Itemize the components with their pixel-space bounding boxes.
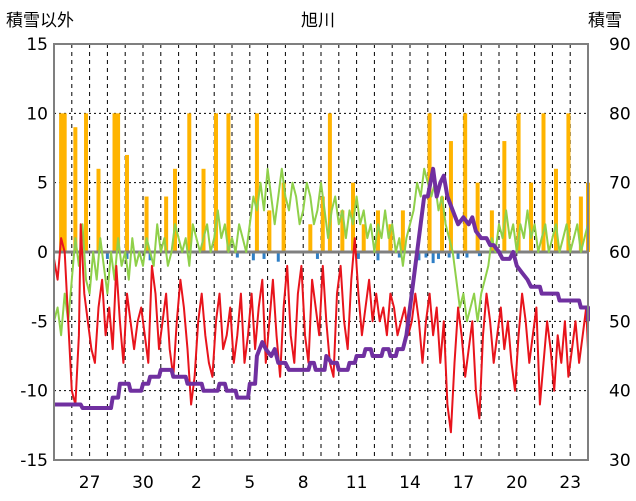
snow_diff-bar xyxy=(276,252,280,262)
y-left-tick-label: -15 xyxy=(20,451,48,471)
snow_diff-bar xyxy=(356,252,360,259)
x-ticks: 27 30 2 5 8 11 14 17 20 23 xyxy=(79,473,581,493)
snow_diff-bar xyxy=(431,252,435,264)
x-tick-label: 8 xyxy=(298,473,309,493)
y-right-ticks: 90 80 70 60 50 40 30 xyxy=(609,35,631,471)
y-right-tick-label: 80 xyxy=(609,104,631,124)
x-tick-label: 30 xyxy=(132,473,154,493)
precip-bar xyxy=(553,168,558,252)
snow_diff-bar xyxy=(315,252,319,259)
y-right-tick-label: 70 xyxy=(609,174,631,194)
temperature-line xyxy=(53,223,589,434)
y-left-tick-label: -5 xyxy=(31,312,48,332)
precip-bar xyxy=(62,113,67,252)
y-left-axis-label: 積雪以外 xyxy=(6,11,74,31)
y-left-tick-label: 0 xyxy=(37,243,48,263)
precip-bar xyxy=(516,113,521,252)
x-tick-label: 23 xyxy=(559,473,581,493)
precip-bar xyxy=(267,210,272,252)
snow_diff-bar xyxy=(447,252,451,258)
precip-bar xyxy=(541,113,546,252)
precip-bar xyxy=(201,168,206,252)
snow_diff-bar xyxy=(148,252,152,261)
precip-bar xyxy=(578,196,583,252)
x-tick-label: 11 xyxy=(346,473,368,493)
y-left-tick-label: 15 xyxy=(26,35,48,55)
precip-bar xyxy=(448,141,453,252)
x-tick-label: 17 xyxy=(453,473,475,493)
precip-bar xyxy=(213,113,218,252)
bars xyxy=(59,113,590,264)
precip-bar xyxy=(73,127,78,252)
precip-bar xyxy=(502,141,507,252)
precip-bar xyxy=(308,224,313,252)
precip-bar xyxy=(566,113,571,252)
precip-bar xyxy=(96,168,101,252)
snow_diff-bar xyxy=(417,252,421,261)
precip-bar xyxy=(281,182,286,252)
snow_diff-bar xyxy=(262,252,266,259)
precip-bar xyxy=(440,196,445,252)
snow_diff-bar xyxy=(105,252,109,259)
y-right-tick-label: 40 xyxy=(609,382,631,402)
precip-bar xyxy=(254,113,259,252)
snow_diff-bar xyxy=(456,252,460,259)
snow_diff-bar xyxy=(251,252,255,261)
x-tick-label: 27 xyxy=(79,473,101,493)
precip-bar xyxy=(475,182,480,252)
y-right-axis-label: 積雪 xyxy=(588,11,622,31)
snow_diff-bar xyxy=(397,252,401,258)
y-left-tick-label: -10 xyxy=(20,382,48,402)
precip-bar xyxy=(361,224,366,252)
snow_diff-bar xyxy=(436,252,440,259)
snow_diff-bar xyxy=(376,252,380,261)
precip-bar xyxy=(144,196,149,252)
wind-line xyxy=(53,167,589,337)
precip-bar xyxy=(112,113,117,252)
chart-title: 旭川 xyxy=(301,11,335,31)
snow_diff-bar xyxy=(125,252,129,259)
snow_diff-bar xyxy=(424,252,428,258)
x-tick-label: 2 xyxy=(191,473,202,493)
y-left-tick-label: 5 xyxy=(37,174,48,194)
precip-bar xyxy=(226,113,231,252)
y-right-tick-label: 30 xyxy=(609,451,631,471)
precip-bar xyxy=(529,182,534,252)
plot-frame xyxy=(53,43,589,461)
precip-bar xyxy=(463,113,468,252)
precip-bar xyxy=(400,210,405,252)
precip-bar xyxy=(187,113,192,252)
y-right-tick-label: 50 xyxy=(609,312,631,332)
x-tick-label: 5 xyxy=(244,473,255,493)
precip-bar xyxy=(164,196,169,252)
y-right-tick-label: 90 xyxy=(609,35,631,55)
snow_depth-line xyxy=(54,166,590,410)
precip-bar xyxy=(388,224,393,252)
x-tick-label: 20 xyxy=(506,473,528,493)
precip-bar xyxy=(320,196,325,252)
snow_diff-bar xyxy=(465,252,469,258)
precip-bar xyxy=(84,113,89,252)
y-left-ticks: 15 10 5 0 -5 -10 -15 xyxy=(20,35,48,471)
precip-bar xyxy=(59,113,64,252)
precip-bar xyxy=(173,168,178,252)
series-lines xyxy=(53,166,590,434)
y-left-tick-label: 10 xyxy=(26,104,48,124)
precip-bar xyxy=(124,154,129,252)
precip-bar xyxy=(116,113,121,252)
precip-bar xyxy=(340,210,345,252)
precip-bar xyxy=(327,113,332,252)
x-tick-label: 14 xyxy=(399,473,421,493)
snow_diff-bar xyxy=(477,252,481,257)
y-right-tick-label: 60 xyxy=(609,243,631,263)
snow_diff-bar xyxy=(235,252,239,258)
precip-bar xyxy=(489,210,494,252)
